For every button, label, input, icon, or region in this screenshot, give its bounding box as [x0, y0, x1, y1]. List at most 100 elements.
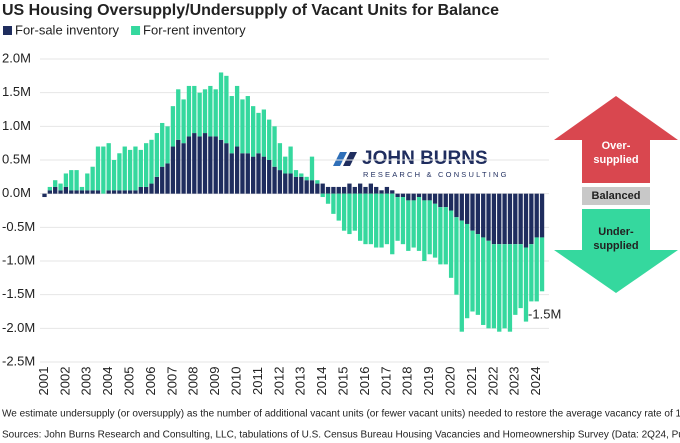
bar — [74, 190, 79, 194]
bar — [358, 183, 363, 194]
bar — [448, 193, 454, 211]
x-tick-label: 2005 — [122, 367, 137, 396]
bar — [95, 190, 101, 194]
bar — [309, 156, 315, 181]
bar — [352, 186, 357, 194]
logo-tagline: RESEARCH & CONSULTING — [363, 170, 509, 179]
bar — [85, 173, 90, 191]
bar — [197, 136, 202, 194]
bar — [374, 193, 379, 248]
bar — [304, 176, 309, 181]
bar — [69, 190, 74, 194]
bar — [347, 183, 352, 194]
bar — [224, 75, 229, 144]
y-tick-label: 2.0M — [2, 50, 31, 65]
x-tick-label: 2019 — [421, 367, 436, 396]
bar — [165, 126, 170, 164]
bar — [160, 166, 165, 194]
bar — [400, 197, 406, 245]
bar — [47, 190, 52, 194]
x-tick-label: 2020 — [443, 367, 458, 396]
bar — [170, 106, 176, 147]
bar — [315, 180, 320, 184]
bar — [117, 153, 122, 191]
bar — [518, 193, 523, 245]
bar — [507, 193, 513, 245]
bar — [267, 160, 272, 194]
bar — [288, 146, 293, 174]
bar — [218, 139, 224, 194]
bar — [481, 237, 486, 325]
bar — [347, 193, 352, 235]
bar — [481, 193, 486, 238]
bar — [144, 186, 149, 194]
x-tick-label: 2023 — [507, 367, 522, 396]
bar — [497, 244, 502, 332]
chart-title: US Housing Oversupply/Undersupply of Vac… — [2, 2, 499, 19]
bar — [69, 170, 74, 191]
bar — [47, 186, 52, 191]
y-tick-label: 0.0M — [2, 185, 31, 200]
bar — [320, 183, 325, 194]
bar — [277, 170, 283, 194]
scale-graphic: Over- supplied Balanced Under- supplied — [554, 96, 678, 293]
x-tick-label: 2021 — [464, 367, 479, 396]
bar — [299, 176, 304, 194]
bar — [213, 136, 218, 194]
bar — [154, 176, 159, 194]
y-tick-label: -1.5M — [2, 286, 35, 301]
bar — [390, 190, 395, 194]
bar — [186, 85, 192, 137]
x-tick-label: 2024 — [528, 367, 543, 396]
legend-label: For-rent inventory — [143, 22, 246, 37]
x-tick-label: 2014 — [314, 367, 329, 396]
bar — [341, 186, 347, 194]
bar — [63, 173, 69, 187]
bar — [454, 193, 459, 218]
bar — [176, 89, 181, 140]
bar — [325, 193, 331, 204]
bar — [63, 186, 69, 194]
x-tick-label: 2011 — [250, 367, 265, 395]
bar — [117, 190, 122, 194]
bar — [90, 166, 95, 191]
bar — [272, 166, 277, 194]
bar — [502, 193, 507, 245]
bar — [85, 190, 90, 194]
legend-label: For-sale inventory — [15, 22, 120, 37]
bar — [53, 180, 58, 187]
bar — [400, 193, 406, 198]
x-tick-label: 2016 — [357, 367, 372, 396]
bar — [170, 146, 176, 194]
under-arrow — [554, 209, 678, 293]
bar — [111, 190, 117, 194]
bar — [529, 193, 534, 245]
bar — [470, 230, 475, 312]
bar — [384, 186, 390, 194]
bar — [181, 99, 186, 144]
legend-swatch — [3, 26, 12, 35]
bar — [293, 176, 299, 194]
x-tick-label: 2001 — [36, 367, 51, 396]
bar — [475, 234, 480, 315]
over-arrow — [554, 96, 678, 183]
bar — [539, 193, 545, 238]
bar — [181, 143, 186, 194]
bar — [101, 146, 106, 194]
over-label: supplied — [593, 154, 638, 166]
bar — [192, 85, 197, 134]
legend-swatch — [131, 26, 141, 35]
bar — [443, 193, 448, 208]
bar — [416, 193, 422, 198]
bar — [438, 207, 443, 265]
bar — [395, 193, 400, 198]
bar — [486, 240, 491, 329]
annotation: -1.5M — [528, 306, 561, 321]
bar — [534, 237, 539, 302]
x-tick-label: 2017 — [378, 367, 393, 396]
y-tick-label: -0.5M — [2, 219, 35, 234]
bar — [304, 180, 309, 194]
logo: JOHN BURNS RESEARCH & CONSULTING — [333, 148, 509, 179]
bar — [422, 193, 427, 201]
bar — [138, 186, 143, 194]
